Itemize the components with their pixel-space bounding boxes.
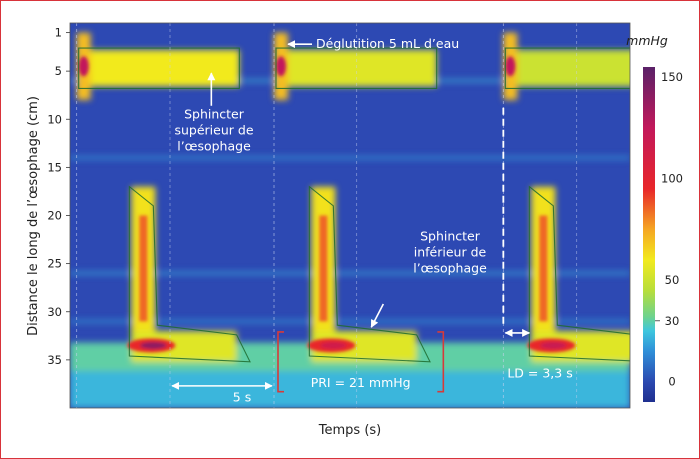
colorbar-gradient — [643, 67, 655, 402]
y-tick-label: 5 — [55, 64, 62, 78]
body-peak — [139, 215, 148, 322]
isobar-contour — [528, 185, 630, 362]
colorbar-unit: mmHg — [626, 33, 668, 48]
y-tick-label: 15 — [47, 160, 62, 174]
les-arrow — [370, 303, 385, 328]
colorbar-tick-label: 50 — [665, 273, 680, 287]
ues-label-line: Sphincter — [184, 106, 245, 121]
les-peak-core — [540, 341, 567, 349]
time-gridlines — [76, 23, 578, 408]
distal-band — [70, 371, 630, 408]
ues-label-line: l’œsophage — [177, 138, 251, 153]
ues-band — [278, 49, 437, 87]
ues-band — [80, 49, 240, 87]
isobar-contour — [128, 185, 251, 363]
y-tick-label: 1 — [55, 26, 62, 40]
pressure-band — [70, 271, 630, 276]
pressure-peaks — [78, 56, 576, 353]
ues-peak — [505, 56, 516, 77]
colorbar-tick-label: 150 — [661, 70, 683, 84]
iri-label: PRI = 21 mmHg — [311, 375, 411, 390]
x-axis-title: Temps (s) — [318, 423, 381, 438]
plot-area — [70, 23, 630, 408]
y-tick-label: 25 — [47, 257, 62, 271]
y-axis-title: Distance le long de l’œsophage (cm) — [26, 96, 41, 336]
isobar-contour — [78, 47, 240, 89]
y-tick-label: 35 — [47, 353, 62, 367]
pressure-band — [70, 155, 630, 160]
les-label-line: l’œsophage — [413, 261, 487, 276]
les-peak-core — [140, 341, 167, 349]
y-tick-label: 30 — [47, 305, 62, 319]
les-label-line: Sphincter — [420, 229, 481, 244]
isobar-contour — [504, 47, 630, 89]
iri-bracket-right — [437, 331, 445, 393]
dl-label: LD = 3,3 s — [507, 365, 572, 380]
swallow-label: Déglutition 5 mL d’eau — [316, 36, 459, 51]
interval-label: 5 s — [233, 389, 251, 404]
colorbar-tick-label: 30 — [665, 314, 680, 328]
les-peak-core — [320, 341, 347, 349]
colorbar: mmHg 150 100 50 30 0 — [626, 33, 683, 402]
ues-label-line: supérieur de — [174, 122, 253, 137]
annotations: Déglutition 5 mL d’eauSphinctersupérieur… — [171, 36, 573, 404]
pressure-field — [70, 32, 630, 408]
y-tick-label: 10 — [47, 112, 62, 126]
colorbar-tick-label: 0 — [668, 375, 675, 389]
y-tick-label: 20 — [47, 209, 62, 223]
pressure-band — [70, 319, 630, 324]
isobar-contour — [308, 185, 431, 363]
iri-bracket-left — [277, 331, 284, 393]
les-label-line: inférieur de — [414, 245, 487, 260]
isobar-contour — [275, 47, 438, 89]
ues-peak — [78, 56, 89, 77]
colorbar-tick-label: 100 — [661, 172, 683, 186]
body-peak — [539, 215, 548, 322]
isobar-contours — [78, 47, 630, 363]
ues-band — [507, 49, 630, 87]
ues-peak — [276, 56, 286, 77]
body-peak — [319, 215, 328, 322]
